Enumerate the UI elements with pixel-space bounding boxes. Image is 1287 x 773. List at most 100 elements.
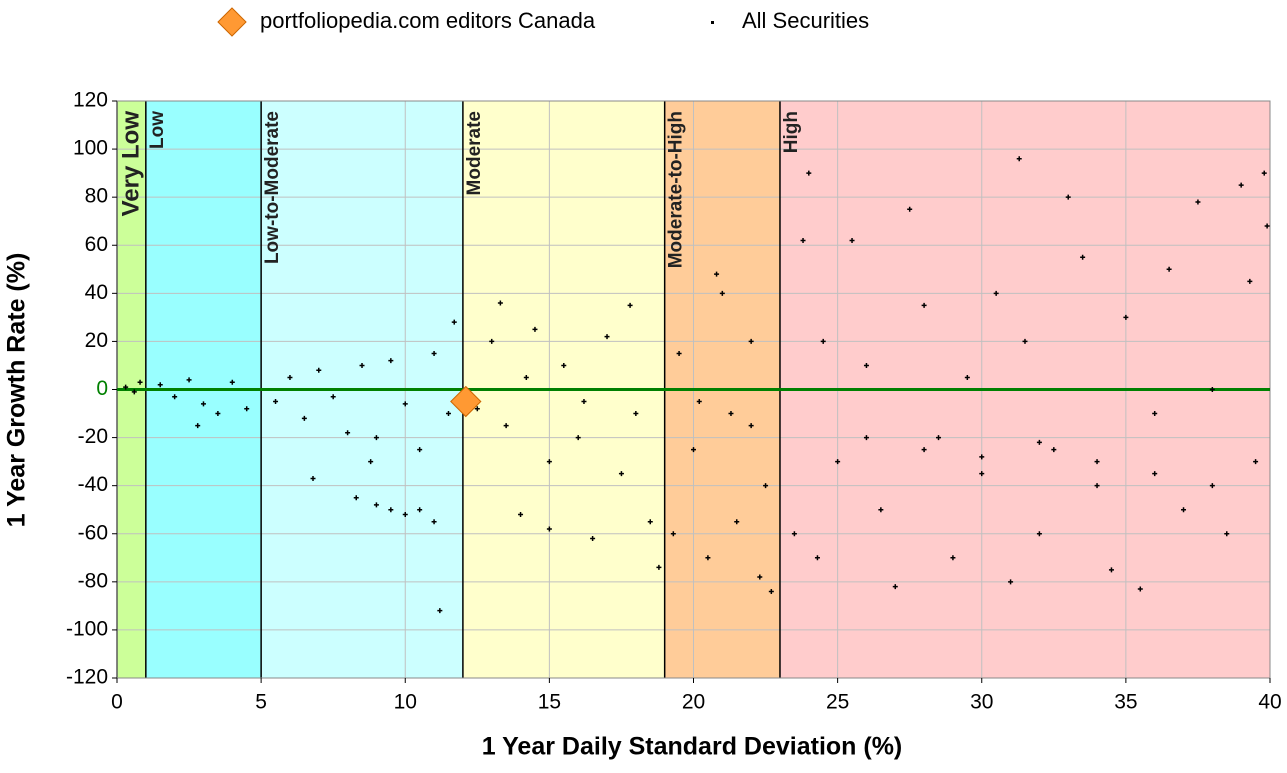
y-tick-label: -60 [78, 521, 108, 544]
data-point [1224, 531, 1230, 537]
y-tick-label: -100 [66, 617, 108, 640]
band-label: Low-to-Moderate [262, 111, 283, 264]
data-point [627, 302, 633, 308]
data-point [921, 447, 927, 453]
data-point [310, 475, 316, 481]
data-point [273, 399, 279, 405]
data-point [1094, 459, 1100, 465]
x-tick-label: 40 [1258, 691, 1281, 714]
data-point [123, 384, 129, 390]
data-point [768, 588, 774, 594]
data-point [402, 401, 408, 407]
x-tick-label: 15 [538, 691, 561, 714]
data-point [229, 379, 235, 385]
y-tick-label: -40 [78, 473, 108, 496]
data-point [633, 411, 639, 417]
data-point [993, 290, 999, 296]
data-point [979, 454, 985, 460]
data-point [604, 334, 610, 340]
data-point [388, 358, 394, 364]
data-point [546, 526, 552, 532]
data-point [1152, 411, 1158, 417]
data-point [546, 459, 552, 465]
data-point [244, 406, 250, 412]
data-point [696, 399, 702, 405]
data-point [1209, 483, 1215, 489]
data-point [791, 531, 797, 537]
y-tick-label: 60 [85, 233, 108, 256]
data-point [195, 423, 201, 429]
x-tick-label: 20 [682, 691, 705, 714]
data-point [1238, 182, 1244, 188]
data-point [431, 350, 437, 356]
y-tick-label: 100 [73, 137, 108, 160]
data-point [575, 435, 581, 441]
band-label: High [781, 111, 802, 153]
y-tick-label: -20 [78, 425, 108, 448]
data-point [1036, 439, 1042, 445]
data-point [1137, 586, 1143, 592]
data-point [820, 338, 826, 344]
data-point [474, 406, 480, 412]
data-point [1036, 531, 1042, 537]
data-point [497, 300, 503, 306]
data-point [728, 411, 734, 417]
legend-diamond [217, 7, 247, 37]
data-point [670, 531, 676, 537]
data-point [950, 555, 956, 561]
data-point [734, 519, 740, 525]
data-point [849, 237, 855, 243]
data-point [200, 401, 206, 407]
data-point [921, 302, 927, 308]
y-tick-label: 120 [73, 89, 108, 112]
data-point [878, 507, 884, 513]
data-point [417, 507, 423, 513]
data-point [489, 338, 495, 344]
band-label: Very Low [117, 111, 144, 217]
data-point [835, 459, 841, 465]
data-point [618, 471, 624, 477]
data-point [301, 415, 307, 421]
y-tick-label: 40 [85, 281, 108, 304]
legend-dot [711, 21, 714, 24]
y-tick-label: -80 [78, 569, 108, 592]
x-tick-label: 0 [111, 691, 123, 714]
y-axis-title: 1 Year Growth Rate (%) [3, 253, 31, 528]
data-point [451, 319, 457, 325]
data-point [1022, 338, 1028, 344]
data-point [523, 374, 529, 380]
data-point [131, 389, 137, 395]
data-point [719, 290, 725, 296]
data-point [1080, 254, 1086, 260]
data-point [353, 495, 359, 501]
data-point [1264, 223, 1270, 229]
data-point [1123, 314, 1129, 320]
data-point [388, 507, 394, 513]
data-point [359, 362, 365, 368]
x-tick-label: 5 [255, 691, 267, 714]
data-point [437, 608, 443, 614]
data-point [748, 423, 754, 429]
data-point [907, 206, 913, 212]
data-point [373, 435, 379, 441]
data-point [806, 170, 812, 176]
band-label: Moderate [464, 111, 485, 195]
data-point [800, 237, 806, 243]
data-point [518, 512, 524, 518]
data-point [1094, 483, 1100, 489]
y-tick-label: -120 [66, 666, 108, 689]
data-point [450, 385, 482, 418]
x-tick-label: 35 [1114, 691, 1137, 714]
data-point [345, 430, 351, 436]
y-tick-label: 80 [85, 185, 108, 208]
data-point [814, 555, 820, 561]
data-point [892, 584, 898, 590]
band-label: Low [147, 111, 168, 149]
x-tick-label: 30 [970, 691, 993, 714]
data-point [1181, 507, 1187, 513]
data-point [431, 519, 437, 525]
data-point [215, 411, 221, 417]
data-point [705, 555, 711, 561]
data-point [714, 271, 720, 277]
data-point [503, 423, 509, 429]
